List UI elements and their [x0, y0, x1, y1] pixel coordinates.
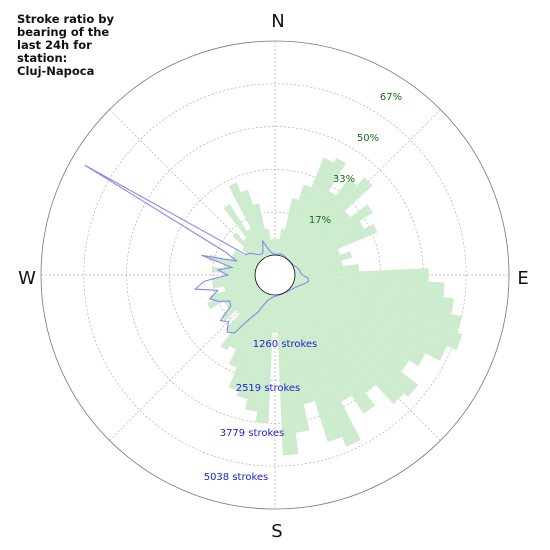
ratio-bar — [291, 221, 364, 266]
ratio-bar — [230, 257, 257, 269]
ratio-bar — [212, 275, 256, 284]
ratio-bar — [277, 294, 310, 433]
ratio-bar — [289, 287, 419, 397]
ratio-bar — [292, 223, 378, 268]
ratio-bar — [236, 288, 262, 314]
ratio-bar — [279, 294, 315, 405]
ratio-bar — [294, 268, 429, 282]
ratio-bar — [288, 177, 373, 262]
compass-label-w: W — [18, 268, 36, 289]
ratio-bar — [287, 289, 376, 393]
ratio-bar — [240, 189, 269, 257]
ratio-bar — [282, 157, 334, 258]
ratio-bar — [245, 294, 273, 412]
ratio-bar — [294, 251, 352, 271]
compass-label-s: S — [271, 521, 282, 542]
ratio-bar — [228, 182, 268, 258]
ratio-bar — [279, 198, 299, 256]
grid-ring — [83, 83, 467, 467]
stroke-count-line — [84, 164, 310, 334]
count-tick-label: 1260 strokes — [253, 339, 318, 350]
ratio-bar — [294, 260, 343, 273]
ratio-bar — [290, 285, 410, 372]
ratio-bar — [273, 238, 277, 256]
compass-label-n: N — [271, 11, 284, 32]
ratio-bar — [285, 190, 337, 260]
ratio-bar — [224, 284, 259, 306]
compass-label-e: E — [517, 268, 528, 289]
ratio-bar — [224, 279, 256, 291]
ratio-bar — [282, 292, 361, 447]
tick-labels: N E S W 17% 33% 50% 67% 1260 strokes 251… — [18, 11, 529, 542]
ratio-tick-label: 67% — [380, 92, 402, 103]
ratio-bar — [225, 289, 263, 334]
ratio-bar — [277, 228, 286, 256]
ratio-tick-label: 33% — [333, 174, 355, 185]
ratio-bar — [244, 253, 260, 265]
ratio-bar — [220, 290, 265, 351]
ratio-bar — [252, 203, 271, 256]
ratio-bar — [275, 294, 299, 456]
ratio-bar — [228, 293, 269, 392]
ratio-bar — [210, 281, 257, 302]
ratio-bar — [289, 210, 351, 263]
ratio-bar — [255, 294, 275, 424]
ratio-bar — [281, 184, 312, 257]
ratio-bar — [275, 238, 280, 256]
ratio-bar — [222, 272, 256, 278]
ratio-bar — [264, 228, 273, 256]
stroke-count-polyline — [84, 164, 310, 334]
ratio-bar — [281, 293, 343, 443]
ratio-bar — [287, 178, 358, 261]
ratio-bar — [293, 281, 463, 351]
ratio-bar — [285, 290, 376, 414]
count-tick-label: 2519 strokes — [236, 383, 301, 394]
ratio-bar — [294, 277, 454, 315]
ratio-bar — [270, 238, 275, 256]
ratio-bar — [284, 157, 347, 259]
ratio-bar — [293, 248, 340, 269]
ratio-bar — [223, 263, 256, 273]
ratio-bar — [290, 204, 374, 265]
ratio-bar — [233, 249, 259, 266]
ratio-bar — [236, 294, 271, 399]
ratio-bar — [226, 285, 260, 310]
ratio-bar — [292, 282, 447, 361]
ratio-bar — [212, 277, 256, 289]
ratio-bar — [272, 294, 278, 333]
chart-title: Stroke ratio by bearing of the last 24h … — [17, 12, 114, 78]
count-tick-label: 5038 strokes — [204, 472, 269, 483]
ratio-bar — [291, 284, 426, 367]
count-tick-label: 3779 strokes — [220, 428, 285, 439]
ratio-bar — [223, 203, 265, 260]
ratio-bar — [247, 228, 266, 259]
ratio-bar — [228, 292, 268, 368]
ratio-tick-label: 17% — [309, 215, 331, 226]
ratio-bar — [220, 287, 261, 322]
ratio-bar — [242, 247, 261, 263]
center-hole — [254, 254, 296, 296]
ratio-bar — [207, 282, 258, 309]
ratio-bar — [231, 253, 258, 268]
ratio-bar — [294, 279, 462, 333]
ratio-bar — [284, 291, 352, 402]
ratio-bar — [288, 288, 405, 405]
ratio-bars — [207, 157, 463, 456]
ratio-tick-label: 50% — [357, 133, 379, 144]
ratio-bar — [294, 264, 360, 275]
ratio-bar — [294, 275, 445, 298]
